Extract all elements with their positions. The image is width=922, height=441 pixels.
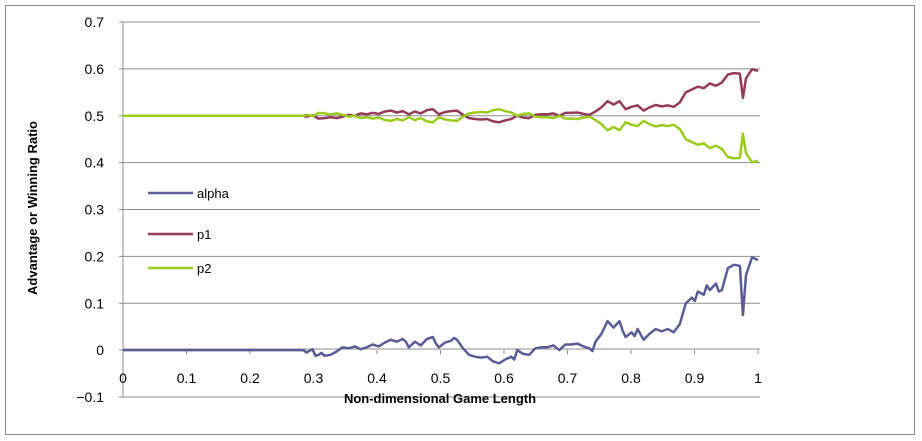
series-lines <box>123 68 759 365</box>
legend-label-alpha: alpha <box>197 186 230 201</box>
chart-frame <box>5 5 915 435</box>
y-tick-label: 0.5 <box>85 108 105 124</box>
y-axis-title: Advantage or Winning Ratio <box>25 121 40 295</box>
y-tick-label: 0.6 <box>85 61 105 77</box>
legend-label-p1: p1 <box>197 227 211 242</box>
x-tick-label: 0.8 <box>621 370 641 386</box>
y-tick-label: 0.1 <box>85 295 105 311</box>
y-tick-label: −0.1 <box>76 389 104 405</box>
y-tick-label: 0.3 <box>85 202 105 218</box>
y-tick-label: 0.7 <box>85 14 105 30</box>
x-tick-label: 0 <box>119 370 127 386</box>
x-tick-labels: 0 0.1 0.2 0.3 0.4 0.5 0.6 0.7 0.8 0.9 1 <box>119 350 762 386</box>
series-line-p2 <box>123 107 759 164</box>
legend: alpha p1 p2 <box>148 186 230 276</box>
y-tick-label: 0 <box>96 342 104 358</box>
gridlines <box>123 21 760 398</box>
x-tick-label: 0.3 <box>304 370 324 386</box>
y-tick-label: 0.2 <box>85 248 105 264</box>
legend-label-p2: p2 <box>197 261 211 276</box>
x-tick-label: 0.4 <box>367 370 387 386</box>
x-tick-label: 0.2 <box>240 370 260 386</box>
x-tick-label: 0.1 <box>177 370 197 386</box>
x-tick-label: 0.7 <box>558 370 578 386</box>
x-axis-title: Non-dimensional Game Length <box>344 391 536 406</box>
x-tick-label: 1 <box>754 370 762 386</box>
x-tick-label: 0.9 <box>685 370 705 386</box>
y-tick-label: 0.4 <box>85 155 105 171</box>
y-tick-labels: −0.1 0 0.1 0.2 0.3 0.4 0.5 0.6 0.7 <box>76 14 123 405</box>
x-tick-label: 0.5 <box>431 370 451 386</box>
series-line-p1 <box>123 68 759 124</box>
series-line-alpha <box>123 256 759 365</box>
x-tick-label: 0.6 <box>494 370 514 386</box>
